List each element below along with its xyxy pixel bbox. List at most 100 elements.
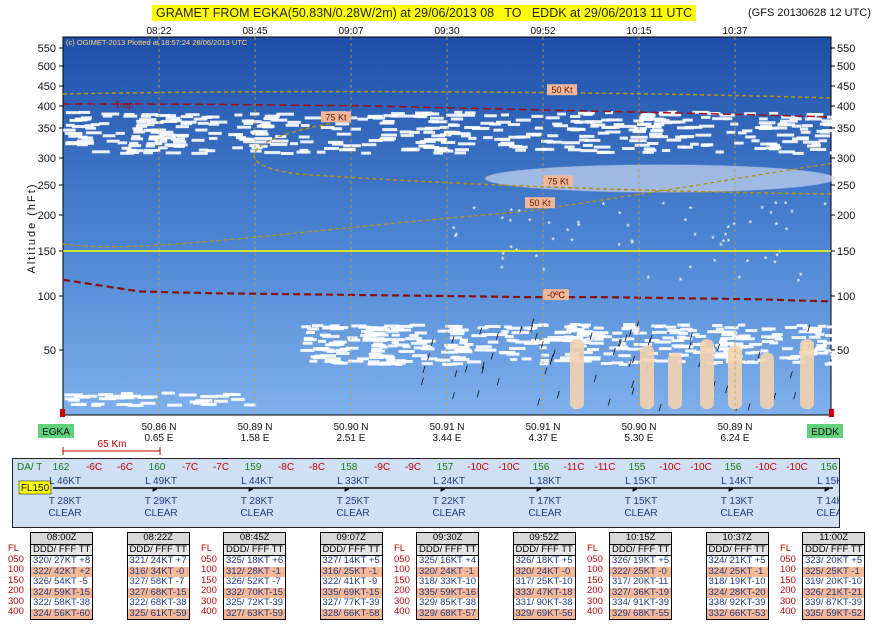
time-tick-label: 09:52 (530, 26, 555, 37)
cloud-mark (425, 126, 440, 130)
cloud-mark (365, 327, 382, 331)
cloud-mark (415, 140, 426, 144)
tail-wind: T 22KT (433, 496, 466, 507)
cloud-mark (78, 110, 91, 114)
cloud-mark (249, 112, 260, 116)
cloud-mark (542, 147, 555, 151)
table-row: 317/ 25KT-10 (512, 576, 576, 588)
cloud-mark (617, 342, 626, 346)
cloud-mark (370, 349, 385, 353)
rain-mark (530, 324, 534, 333)
fl-level: 050 (780, 553, 796, 565)
cloud-mark (778, 150, 795, 154)
fl-header: FL (201, 543, 213, 554)
track-arrow: ▸ (824, 484, 829, 495)
cloud-mark (818, 139, 828, 143)
table-time: 09:07Z (319, 532, 383, 545)
cloud-mark (780, 119, 798, 123)
cloud-mark (554, 359, 571, 363)
cloud-mark (749, 342, 763, 346)
cloud-mark (649, 135, 661, 139)
cloud-mark (507, 123, 521, 127)
snow-mark: * (775, 252, 779, 262)
cloud-mark (102, 134, 116, 138)
cloud-mark (618, 362, 628, 366)
cloud-mark (577, 338, 586, 342)
tropopause-label: Trop (115, 100, 133, 110)
cloud-mark (369, 353, 381, 357)
cloud-mark (540, 358, 550, 362)
cloud-mark (601, 125, 617, 129)
position-lat: 50.91 N (525, 422, 560, 433)
temperature: -8C (278, 462, 294, 473)
fl-level: 400 (8, 606, 24, 617)
snow-mark: * (797, 277, 801, 287)
table-row: 325/ 61KT-59 (126, 608, 190, 620)
cloud-mark (64, 397, 78, 401)
snow-mark: * (719, 241, 723, 251)
rain-mark (479, 327, 483, 335)
cloud-mark (662, 121, 673, 125)
cloud-mark (65, 141, 84, 145)
cloud-mark (687, 329, 698, 333)
cloud-mark (438, 148, 450, 152)
cloud-mark (671, 339, 685, 343)
cloud-mark (720, 336, 737, 340)
jet-core (484, 164, 836, 193)
isotach-label-bg (321, 111, 351, 123)
table-row: 322/ 25KT -0 (608, 566, 673, 577)
cloud-mark (760, 124, 773, 128)
y-tick-label-left: 100 (38, 291, 56, 303)
cloud-mark (778, 122, 787, 126)
fl-column: FL 050 100 150 200 300 400 (587, 543, 603, 618)
fl-badge: FL150 (21, 483, 50, 494)
cloud-mark (703, 143, 714, 147)
rain-mark (589, 332, 593, 340)
cloud-mark (498, 351, 516, 355)
cloud-mark (409, 334, 419, 338)
rain-mark (688, 341, 692, 349)
cloud-mark (80, 116, 92, 120)
icing-condition: CLEAR (720, 508, 753, 519)
track-arrow: ▸ (440, 484, 445, 495)
rain-mark (421, 377, 424, 385)
fl-level: 300 (780, 595, 796, 607)
rain-mark (636, 320, 640, 328)
fl-level: 150 (201, 574, 217, 586)
cloud-mark (423, 130, 436, 134)
position-lon: 0.65 E (145, 433, 174, 444)
rain-mark (717, 343, 720, 352)
snow-mark: * (778, 248, 782, 258)
cloud-mark (397, 328, 412, 332)
table-row: 327/ 14KT +5 (319, 555, 383, 567)
snow-mark: * (749, 218, 753, 228)
cloud-mark (637, 122, 652, 126)
rain-mark (624, 334, 628, 342)
cloud-mark (140, 114, 151, 118)
cloud-mark (652, 124, 662, 128)
snow-mark: * (551, 236, 555, 246)
cloud-mark (442, 362, 457, 366)
cloud-mark (154, 139, 168, 143)
cloud-mark (414, 331, 427, 335)
density-altitude: 156 (725, 462, 742, 473)
snow-mark: * (455, 231, 459, 241)
snow-mark: * (727, 224, 731, 234)
table-row: 327/ 58KT -7 (126, 576, 190, 588)
snow-mark: * (773, 259, 777, 269)
cloud-mark (409, 323, 426, 327)
cloud-mark (452, 355, 460, 359)
cloud-mark (667, 113, 682, 117)
cloud-mark (439, 358, 451, 362)
cloud-mark (500, 137, 510, 141)
position-lat: 50.89 N (237, 422, 272, 433)
cloud-mark (817, 324, 827, 328)
table-row: 317/ 20KT-11 (608, 576, 673, 588)
wind-table: 09:30Z DDD/ FFF TT 325/ 16KT +4 320/ 24KT -… (415, 532, 480, 620)
cloud-mark (175, 125, 190, 129)
cloud-mark (554, 331, 565, 335)
table-row: 323/ 20KT +5 (801, 555, 866, 567)
cloud-mark (484, 114, 497, 118)
freezing-level-line (62, 278, 832, 303)
table-header: DDD/ FFF TT (319, 543, 383, 556)
